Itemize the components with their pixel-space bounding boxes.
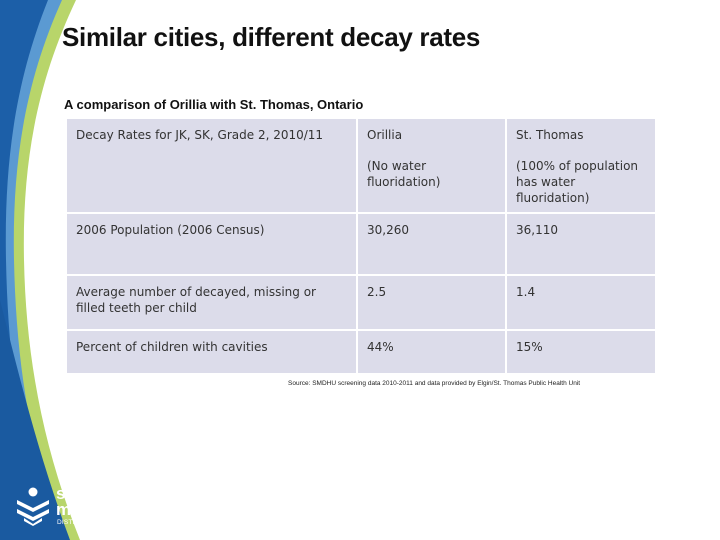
slide-title: Similar cities, different decay rates: [62, 22, 481, 52]
table-row: Percent of children with cavities 44% 15…: [65, 329, 657, 375]
header-orillia-name: Orillia: [367, 128, 403, 142]
header-st-thomas-cell: St. Thomas (100% of population has water…: [505, 117, 657, 214]
row-label: 2006 Population (2006 Census): [65, 212, 358, 276]
header-orillia-cell: Orillia (No water fluoridation): [356, 117, 507, 214]
row-label: Average number of decayed, missing or fi…: [65, 274, 358, 331]
band-dark-blue-base: [0, 300, 70, 540]
source-note: Source: SMDHU screening data 2010-2011 a…: [288, 380, 581, 387]
row-st-thomas-value: 36,110: [505, 212, 657, 276]
header-st-thomas-name: St. Thomas: [516, 128, 584, 142]
header-label-cell: Decay Rates for JK, SK, Grade 2, 2010/11: [65, 117, 358, 214]
logo-tagline: DISTRICT HEALTH UNIT: [57, 519, 135, 526]
row-orillia-value: 44%: [356, 329, 507, 375]
table-row: 2006 Population (2006 Census) 30,260 36,…: [65, 212, 657, 276]
row-orillia-value: 30,260: [356, 212, 507, 276]
people-figure-icon: [17, 487, 49, 526]
header-label: Decay Rates for JK, SK, Grade 2, 2010/11: [76, 128, 324, 142]
logo-name-line1: simcoe: [56, 484, 115, 503]
header-orillia-note: (No water fluoridation): [367, 159, 441, 189]
header-st-thomas-note: (100% of population has water fluoridati…: [516, 159, 639, 205]
logo-name-line2: muskoka: [56, 500, 130, 519]
table-row: Average number of decayed, missing or fi…: [65, 274, 657, 331]
table-header-row: Decay Rates for JK, SK, Grade 2, 2010/11…: [65, 117, 657, 214]
slide-subtitle: A comparison of Orillia with St. Thomas,…: [64, 97, 364, 112]
row-orillia-value: 2.5: [356, 274, 507, 331]
row-label: Percent of children with cavities: [65, 329, 358, 375]
row-st-thomas-value: 15%: [505, 329, 657, 375]
comparison-table: Decay Rates for JK, SK, Grade 2, 2010/11…: [65, 117, 657, 375]
simcoe-muskoka-logo: simcoe muskoka DISTRICT HEALTH UNIT: [14, 484, 144, 531]
row-st-thomas-value: 1.4: [505, 274, 657, 331]
